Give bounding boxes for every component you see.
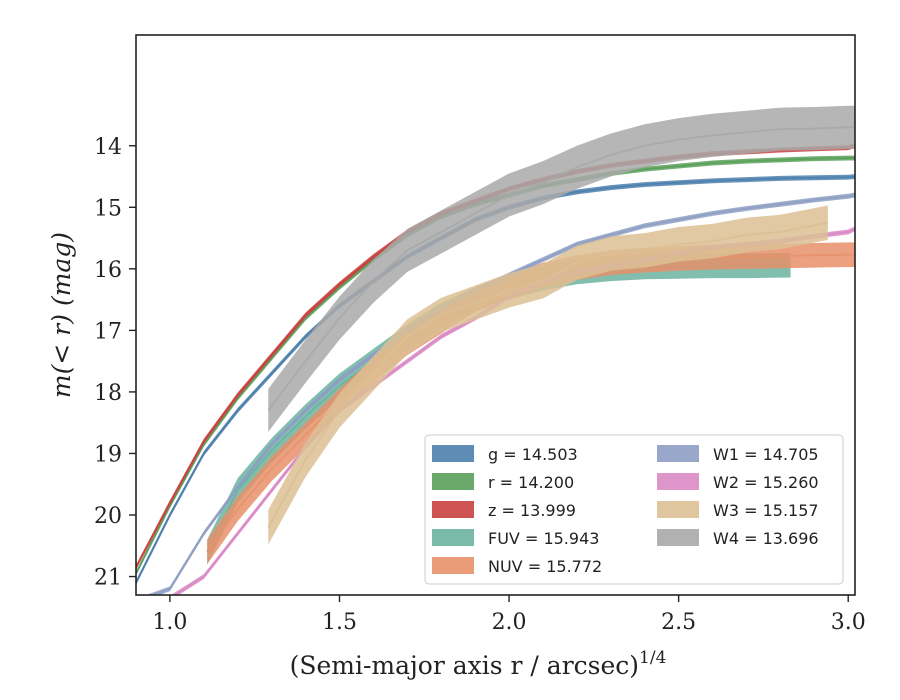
x-tick-label: 3.0 — [831, 610, 866, 635]
legend-label-r: r = 14.200 — [488, 473, 574, 492]
x-tick-label: 2.0 — [492, 610, 527, 635]
legend-frame — [424, 434, 844, 585]
legend-swatch-r — [432, 473, 474, 490]
legend-label-z: z = 13.999 — [488, 501, 576, 520]
legend-label-g: g = 14.503 — [488, 445, 578, 464]
y-axis-label: m(< r) (mag) — [47, 232, 76, 398]
x-axis-ticks: 1.0 1.5 2.0 2.5 3.0 — [152, 595, 866, 635]
x-tick-label: 1.0 — [152, 610, 187, 635]
legend-label-fuv: FUV = 15.943 — [488, 529, 599, 548]
x-tick-label: 1.5 — [322, 610, 357, 635]
legend-swatch-w1 — [657, 445, 699, 462]
series-band-w3 — [268, 205, 828, 545]
legend-swatch-w2 — [657, 473, 699, 490]
x-tick-label: 2.5 — [661, 610, 696, 635]
x-axis-label-exponent: 1/4 — [639, 648, 666, 668]
y-tick-label: 18 — [94, 381, 122, 406]
y-tick-label: 20 — [94, 504, 122, 529]
legend-label-nuv: NUV = 15.772 — [488, 557, 602, 576]
legend-swatch-nuv — [432, 557, 474, 574]
series-band-w4 — [268, 105, 855, 432]
y-tick-label: 17 — [94, 319, 122, 344]
legend-swatch-fuv — [432, 529, 474, 546]
legend-swatch-w4 — [657, 529, 699, 546]
y-tick-label: 19 — [94, 442, 122, 467]
series-line-w4 — [267, 126, 855, 411]
legend-label-w1: W1 = 14.705 — [713, 445, 819, 464]
y-tick-label: 16 — [94, 258, 122, 283]
legend-swatch-g — [432, 445, 474, 462]
legend-label-w4: W4 = 13.696 — [713, 529, 819, 548]
legend-label-w3: W3 = 15.157 — [713, 501, 819, 520]
legend-swatch-w3 — [657, 501, 699, 518]
legend-label-w2: W2 = 15.260 — [713, 473, 819, 492]
x-axis-label: (Semi-major axis r / arcsec)1/4 — [290, 648, 667, 680]
y-tick-label: 21 — [94, 566, 122, 591]
legend-swatch-z — [432, 501, 474, 518]
y-axis-ticks: 14 15 16 17 18 19 20 21 — [94, 135, 136, 591]
plot-frame — [135, 34, 856, 596]
y-tick-label: 14 — [94, 135, 122, 160]
series-line-w3 — [267, 221, 829, 528]
y-tick-label: 15 — [94, 196, 122, 221]
legend: g = 14.503 r = 14.200 z = 13.999 FUV = 15.9… — [424, 434, 844, 585]
x-axis-label-text: (Semi-major axis r / arcsec) — [290, 651, 639, 680]
series-layer — [136, 105, 855, 595]
